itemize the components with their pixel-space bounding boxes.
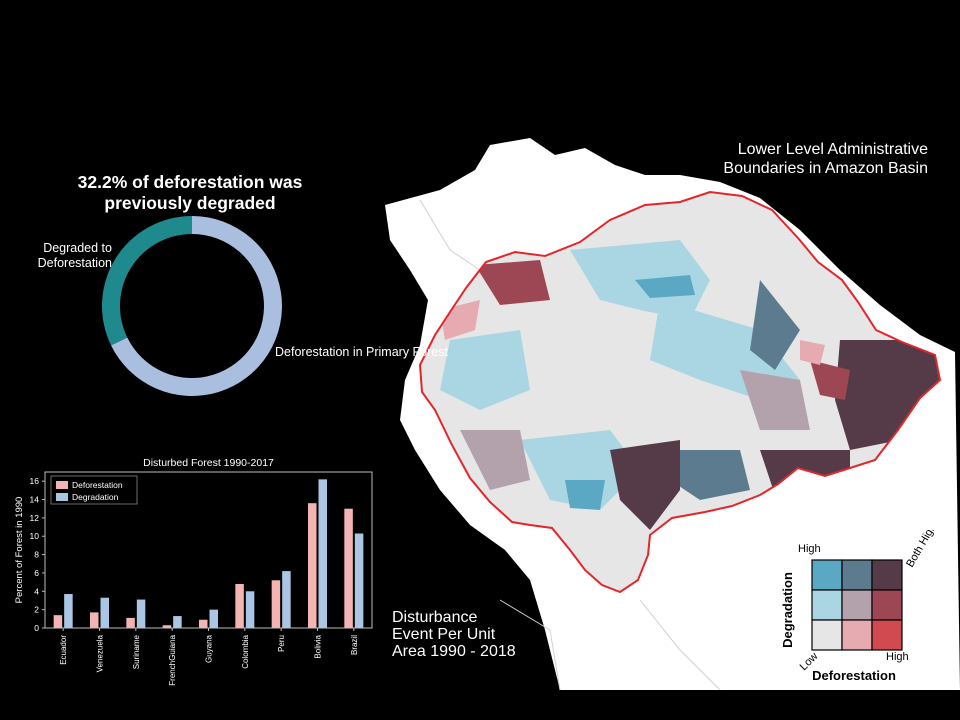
legend-grid [811, 559, 903, 651]
bar-degradation-brazil [354, 533, 364, 628]
y-tick-label: 12 [30, 513, 40, 523]
amazon-basin-map [385, 138, 960, 690]
bar-legend-label: Deforestation [72, 480, 123, 490]
legend-cell [841, 589, 873, 621]
legend-cell [841, 619, 873, 651]
donut-chart [101, 216, 282, 396]
y-tick-label: 10 [30, 531, 40, 541]
map-title: Lower Level Administrative Boundaries in… [723, 141, 928, 177]
legend-high-x: High [886, 651, 909, 663]
donut-label-degraded: Degraded to Deforestation [37, 241, 112, 270]
bar-degradation-ecuador [64, 594, 73, 628]
basin-outline [418, 190, 942, 594]
bar-degradation-frenchguiana [173, 616, 182, 628]
legend-cell [841, 559, 873, 591]
bar-chart: Disturbed Forest 1990-2017 0 2 4 6 8 10 12 14 16 P… [14, 457, 373, 686]
legend-cell [871, 589, 903, 621]
bar-deforestation-frenchguiana [162, 625, 172, 628]
y-tick-label: 8 [34, 550, 39, 560]
bar-legend-label: Degradation [72, 492, 119, 502]
legend-cell [871, 559, 903, 591]
donut-slice-0 [101, 216, 192, 346]
legend-y-axis-label: Degradation [780, 572, 795, 648]
y-tick-label: 14 [30, 495, 40, 505]
bar-degradation-bolivia [318, 479, 327, 628]
bar-deforestation-bolivia [308, 503, 317, 628]
bar-degradation-peru [282, 571, 291, 628]
bar-deforestation-suriname [126, 617, 135, 628]
x-tick-label: Ecuador [59, 635, 68, 665]
x-tick-label: FrenchGuiana [168, 634, 177, 685]
x-tick-label: Peru [277, 635, 286, 652]
bar-deforestation-guyana [199, 619, 208, 628]
x-tick-label: Brazil [350, 635, 359, 655]
bivariate-legend: High Both High Degradation Low High Defo… [780, 530, 939, 683]
bar-chart-title: Disturbed Forest 1990-2017 [143, 457, 274, 469]
y-axis-label: Percent of Forest in 1990 [14, 497, 25, 604]
y-tick-label: 4 [34, 586, 39, 596]
x-tick-label: Suriname [132, 634, 141, 669]
y-tick-label: 16 [30, 476, 40, 486]
bar-legend-swatch [56, 493, 68, 501]
legend-high-y: High [798, 543, 821, 555]
disturbance-title: Disturbance Event Per Unit Area 1990 - 2… [392, 609, 516, 660]
bar-deforestation-brazil [344, 508, 353, 628]
bar-degradation-venezuela [100, 597, 109, 628]
x-tick-label: Colombia [241, 634, 250, 668]
legend-both-high: Both High [904, 530, 939, 570]
y-tick-label: 6 [34, 568, 39, 578]
legend-cell [871, 619, 903, 651]
bar-deforestation-colombia [235, 583, 244, 628]
donut-title: 32.2% of deforestation was previously de… [77, 172, 303, 213]
bar-deforestation-venezuela [90, 612, 99, 628]
legend-cell [811, 589, 843, 621]
bar-degradation-suriname [136, 599, 146, 628]
y-tick-label: 0 [34, 623, 39, 633]
bar-degradation-guyana [209, 609, 218, 628]
bar-degradation-colombia [245, 591, 255, 628]
legend-x-axis-label: Deforestation [812, 668, 896, 683]
donut-label-primary: Deforestation in Primary Forest [275, 345, 448, 359]
legend-cell [811, 559, 843, 591]
x-tick-label: Venezuela [96, 634, 105, 672]
x-tick-label: Bolivia [314, 634, 323, 658]
y-tick-label: 2 [34, 605, 39, 615]
bar-deforestation-peru [271, 580, 281, 628]
x-tick-label: Guyana [205, 634, 214, 663]
bar-deforestation-ecuador [53, 615, 63, 628]
legend-cell [811, 619, 843, 651]
bar-legend-swatch [56, 481, 68, 489]
